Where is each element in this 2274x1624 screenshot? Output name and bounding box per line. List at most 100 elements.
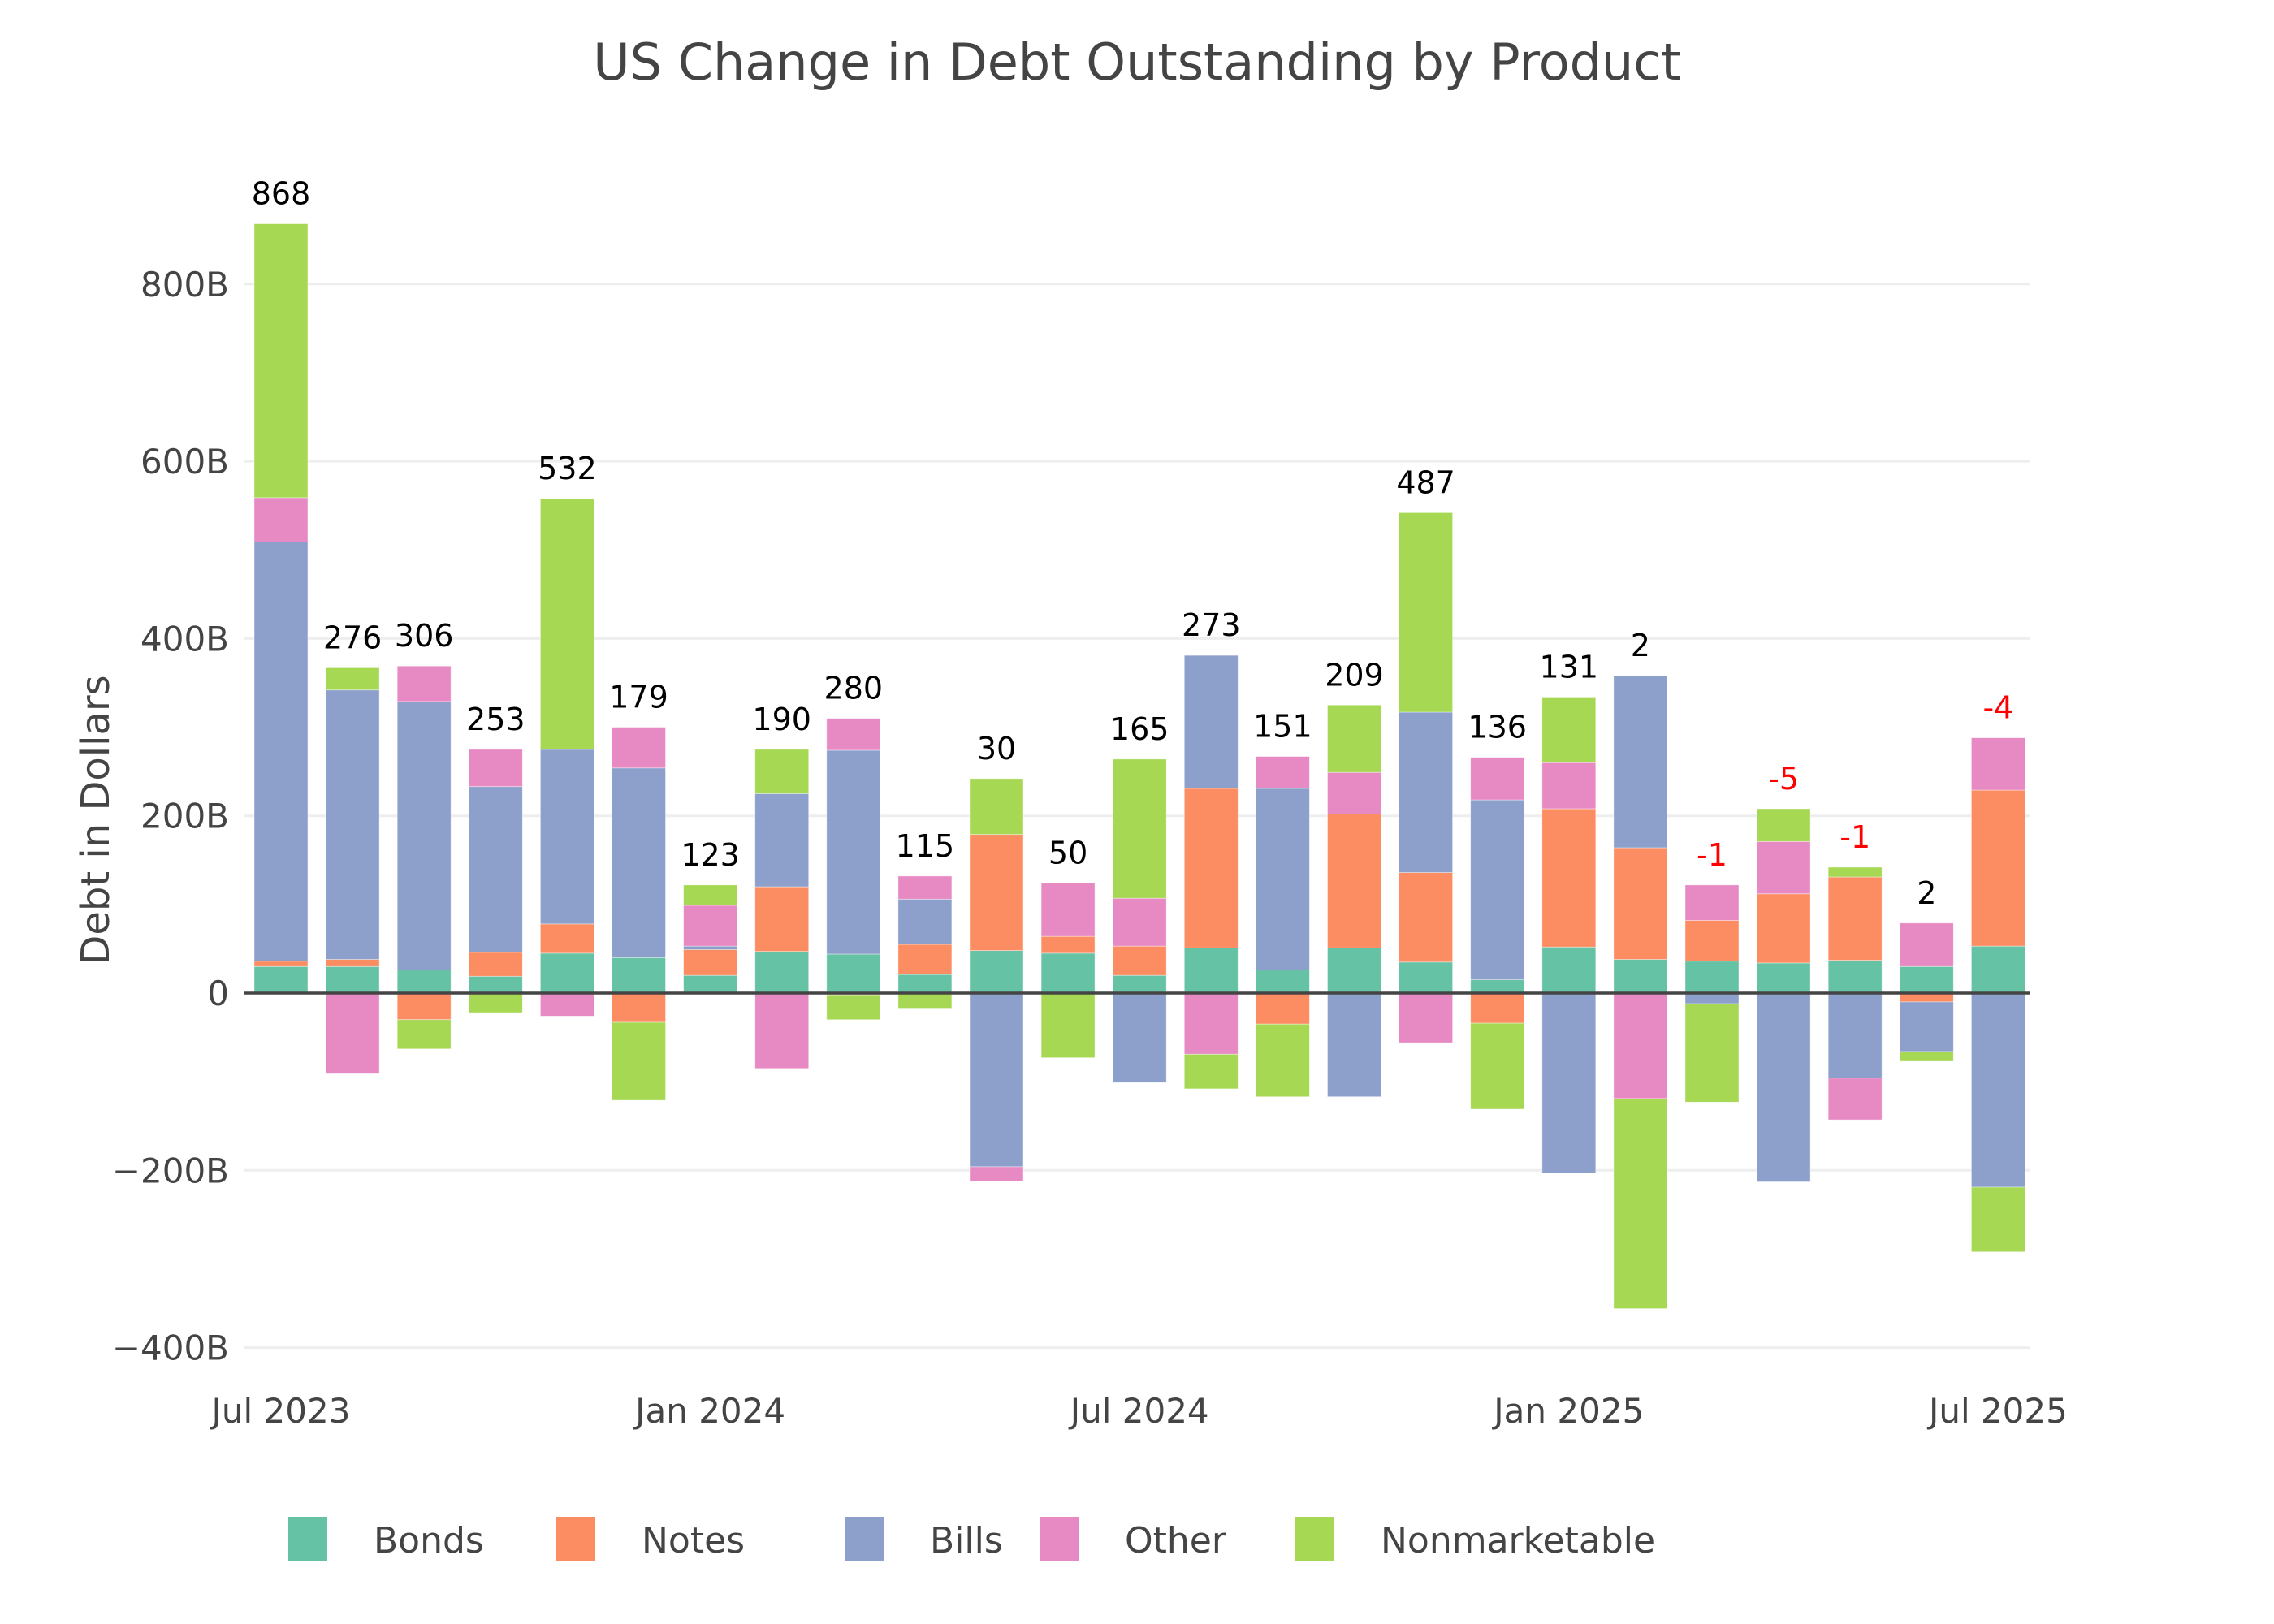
bar-segment-bills[interactable] [826, 749, 881, 955]
bar-segment-notes[interactable] [1183, 788, 1239, 948]
bar-segment-nonmarketable[interactable] [1970, 1186, 2025, 1253]
bar-segment-bills[interactable] [1899, 1001, 1954, 1052]
bar-segment-notes[interactable] [969, 834, 1024, 952]
bar-segment-nonmarketable[interactable] [1183, 1053, 1239, 1090]
bar-segment-nonmarketable[interactable] [1399, 512, 1453, 713]
bar-segment-nonmarketable[interactable] [1040, 992, 1096, 1059]
bar-segment-other[interactable] [540, 992, 594, 1017]
bar-segment-bonds[interactable] [1684, 961, 1740, 994]
bar-segment-bills[interactable] [1541, 992, 1597, 1173]
bar-segment-bonds[interactable] [1756, 962, 1811, 994]
bar-segment-notes[interactable] [754, 886, 810, 952]
bar-segment-notes[interactable] [1040, 935, 1096, 954]
bar-segment-other[interactable] [1970, 737, 2025, 791]
bar-segment-notes[interactable] [1470, 992, 1525, 1024]
legend-item-other[interactable]: Other [1040, 1517, 1227, 1561]
bar-segment-other[interactable] [396, 665, 452, 702]
bar-segment-notes[interactable] [1827, 876, 1883, 961]
bar-segment-nonmarketable[interactable] [683, 884, 737, 906]
bar-segment-other[interactable] [1470, 757, 1525, 801]
legend-item-notes[interactable]: Notes [556, 1517, 745, 1561]
bar-segment-bills[interactable] [1470, 799, 1525, 981]
bar-segment-other[interactable] [1756, 840, 1811, 895]
bar-segment-nonmarketable[interactable] [1256, 1023, 1310, 1098]
bar-segment-bonds[interactable] [1470, 979, 1525, 994]
bar-segment-notes[interactable] [897, 944, 953, 975]
bar-segment-bills[interactable] [1684, 992, 1740, 1004]
bar-segment-bills[interactable] [1112, 992, 1167, 1083]
bar-segment-bills[interactable] [612, 767, 666, 958]
bar-segment-bonds[interactable] [1040, 952, 1096, 994]
bar-segment-bonds[interactable] [612, 957, 666, 994]
bar-segment-other[interactable] [1327, 771, 1381, 814]
bar-segment-nonmarketable[interactable] [1327, 704, 1381, 773]
legend-item-bills[interactable]: Bills [845, 1517, 1003, 1561]
bar-segment-other[interactable] [1399, 992, 1453, 1043]
bar-segment-bonds[interactable] [1541, 946, 1597, 994]
legend-item-nonmarketable[interactable]: Nonmarketable [1295, 1517, 1655, 1561]
bar-segment-notes[interactable] [540, 923, 594, 954]
bar-segment-nonmarketable[interactable] [1470, 1022, 1525, 1110]
bar-segment-other[interactable] [1541, 762, 1597, 810]
bar-segment-other[interactable] [1827, 1078, 1883, 1121]
bar-segment-nonmarketable[interactable] [253, 223, 309, 499]
bar-segment-notes[interactable] [468, 952, 523, 977]
bar-segment-bills[interactable] [325, 689, 380, 960]
bar-segment-bills[interactable] [253, 542, 309, 962]
bar-segment-bonds[interactable] [325, 965, 380, 994]
bar-segment-other[interactable] [612, 727, 666, 769]
bar-segment-other[interactable] [1256, 756, 1310, 789]
bar-segment-notes[interactable] [1970, 789, 2025, 947]
bar-segment-bills[interactable] [1827, 992, 1883, 1079]
bar-segment-bills[interactable] [1183, 654, 1239, 789]
bar-segment-nonmarketable[interactable] [1541, 697, 1597, 763]
bar-segment-other[interactable] [1112, 897, 1167, 947]
bar-segment-other[interactable] [325, 992, 380, 1074]
bar-segment-bills[interactable] [468, 786, 523, 953]
bar-segment-other[interactable] [826, 718, 881, 751]
bar-segment-bonds[interactable] [897, 974, 953, 994]
bar-segment-bonds[interactable] [396, 970, 452, 994]
bar-segment-nonmarketable[interactable] [754, 749, 810, 794]
bar-segment-other[interactable] [1613, 992, 1668, 1099]
bar-segment-bonds[interactable] [1399, 961, 1453, 994]
bar-segment-nonmarketable[interactable] [540, 498, 594, 750]
bar-segment-nonmarketable[interactable] [1756, 808, 1811, 842]
bar-segment-notes[interactable] [1756, 893, 1811, 964]
bar-segment-bonds[interactable] [540, 952, 594, 994]
bar-segment-notes[interactable] [1327, 814, 1381, 948]
bar-segment-bills[interactable] [897, 898, 953, 945]
bar-segment-notes[interactable] [1613, 847, 1668, 960]
bar-segment-notes[interactable] [1399, 872, 1453, 963]
bar-segment-other[interactable] [897, 875, 953, 900]
bar-segment-bills[interactable] [540, 749, 594, 925]
bar-segment-notes[interactable] [683, 949, 737, 976]
bar-segment-bonds[interactable] [1970, 945, 2025, 994]
bar-segment-nonmarketable[interactable] [1684, 1003, 1740, 1103]
bar-segment-bonds[interactable] [253, 965, 309, 994]
bar-segment-notes[interactable] [612, 992, 666, 1023]
bar-segment-bills[interactable] [1256, 788, 1310, 971]
bar-segment-bonds[interactable] [1256, 970, 1310, 994]
bar-segment-bonds[interactable] [1112, 974, 1167, 994]
bar-segment-bonds[interactable] [969, 950, 1024, 994]
bar-segment-nonmarketable[interactable] [396, 1019, 452, 1050]
bar-segment-bills[interactable] [683, 945, 737, 950]
bar-segment-nonmarketable[interactable] [1899, 1051, 1954, 1062]
bar-segment-notes[interactable] [1541, 808, 1597, 948]
bar-segment-bonds[interactable] [1827, 960, 1883, 994]
bar-segment-bills[interactable] [1327, 992, 1381, 1098]
bar-segment-other[interactable] [969, 1166, 1024, 1181]
bar-segment-bonds[interactable] [1899, 965, 1954, 994]
bar-segment-bonds[interactable] [826, 953, 881, 994]
bar-segment-bonds[interactable] [754, 951, 810, 994]
bar-segment-notes[interactable] [396, 992, 452, 1021]
bar-segment-notes[interactable] [325, 959, 380, 967]
bar-segment-nonmarketable[interactable] [897, 992, 953, 1009]
bar-segment-other[interactable] [1684, 884, 1740, 921]
bar-segment-bills[interactable] [969, 992, 1024, 1168]
bar-segment-nonmarketable[interactable] [969, 778, 1024, 836]
bar-segment-bonds[interactable] [468, 975, 523, 994]
bar-segment-notes[interactable] [1684, 920, 1740, 962]
bar-segment-other[interactable] [1183, 992, 1239, 1055]
